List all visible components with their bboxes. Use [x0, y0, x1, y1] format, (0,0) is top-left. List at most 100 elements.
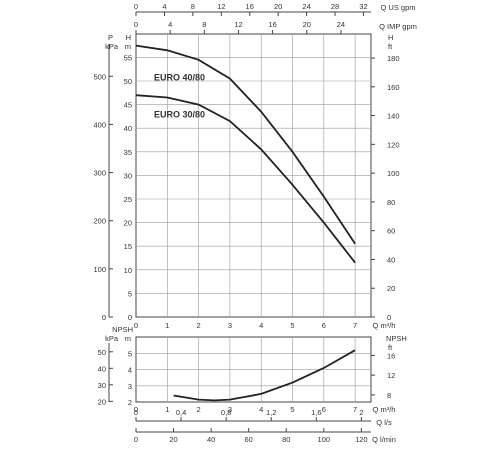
head-m-tick-label: 50 — [124, 77, 132, 86]
head-m-unit-label: m — [125, 42, 131, 51]
kpa-tick-label: 200 — [93, 217, 106, 226]
ls-tick-label: 2 — [359, 408, 363, 417]
kpa-tick-label: 500 — [93, 72, 106, 81]
head-q-tick-label: 3 — [228, 321, 232, 330]
ls-tick-label: 1,6 — [311, 408, 321, 417]
head-q-tick-label: 0 — [134, 321, 138, 330]
lmin-tick-label: 100 — [318, 435, 331, 444]
head-q-tick-label: 1 — [165, 321, 169, 330]
imp-gpm-tick-label: 24 — [337, 20, 345, 29]
npsh-kpa-tick-label: 40 — [98, 364, 106, 373]
npsh-kpa-unit-label: kPa — [105, 334, 119, 343]
us-gpm-tick-label: 20 — [274, 2, 282, 11]
npsh-kpa-tick-label: 30 — [98, 381, 106, 390]
head-m-tick-label: 20 — [124, 219, 132, 228]
us-gpm-tick-label: 32 — [359, 2, 367, 11]
npsh-axis-title-right: NPSH — [386, 334, 407, 343]
npsh-ft-unit-label: ft — [388, 343, 393, 352]
ft-tick-label: 0 — [387, 313, 391, 322]
npsh-q-tick-label: 0 — [134, 405, 138, 414]
p-axis-title: P — [108, 33, 113, 42]
imp-gpm-tick-label: 4 — [168, 20, 172, 29]
lmin-tick-label: 80 — [282, 435, 290, 444]
npsh-curve — [173, 349, 356, 402]
series-label-euro-40-80: EURO 40/80 — [154, 72, 205, 82]
head-m-tick-label: 55 — [124, 53, 132, 62]
head-q-tick-label: 7 — [353, 321, 357, 330]
series-label-euro-30-80: EURO 30/80 — [154, 110, 205, 120]
npsh-m-tick-label: 4 — [128, 366, 132, 375]
ls-axis-title: Q l/s — [376, 418, 392, 427]
ft-tick-label: 100 — [387, 169, 400, 178]
us-gpm-tick-label: 24 — [302, 2, 310, 11]
npsh-q-tick-label: 1 — [165, 405, 169, 414]
ft-tick-label: 120 — [387, 140, 400, 149]
head-m-tick-label: 0 — [128, 313, 132, 322]
head-curve-euro-40-80 — [135, 44, 356, 245]
npsh-q-tick-label: 4 — [259, 405, 263, 414]
head-m-tick-label: 5 — [128, 289, 132, 298]
npsh-ft-tick-label: 12 — [387, 371, 395, 380]
imp-gpm-tick-label: 8 — [202, 20, 206, 29]
head-q-tick-label: 4 — [259, 321, 263, 330]
ft-tick-label: 40 — [387, 255, 395, 264]
us-gpm-tick-label: 16 — [246, 2, 254, 11]
head-m-tick-label: 25 — [124, 195, 132, 204]
ft-tick-label: 60 — [387, 227, 395, 236]
lmin-tick-label: 20 — [169, 435, 177, 444]
us-gpm-tick-label: 8 — [191, 2, 195, 11]
ft-tick-label: 160 — [387, 83, 400, 92]
kpa-tick-label: 0 — [102, 313, 106, 322]
head-curve-euro-30-80 — [135, 94, 356, 264]
us-gpm-tick-label: 4 — [162, 2, 166, 11]
kpa-unit-label: kPa — [105, 42, 119, 51]
imp-gpm-axis-title: Q IMP gpm — [379, 22, 417, 31]
ls-tick-label: 0 — [134, 408, 138, 417]
lmin-tick-label: 40 — [207, 435, 215, 444]
head-m-tick-label: 35 — [124, 148, 132, 157]
head-q-axis-title: Q m³/h — [373, 321, 396, 330]
imp-gpm-tick-label: 20 — [303, 20, 311, 29]
npsh-q-tick-label: 5 — [290, 405, 294, 414]
imp-gpm-tick-label: 12 — [234, 20, 242, 29]
us-gpm-tick-label: 12 — [217, 2, 225, 11]
ft-tick-label: 20 — [387, 284, 395, 293]
us-gpm-axis-title: Q US gpm — [380, 3, 415, 12]
lmin-axis-title: Q l/min — [372, 435, 396, 444]
npsh-m-tick-label: 5 — [128, 349, 132, 358]
head-h-ft-title: H — [388, 33, 393, 42]
lmin-tick-label: 120 — [355, 435, 368, 444]
npsh-axis-title-left: NPSH — [112, 325, 133, 334]
lmin-tick-label: 60 — [245, 435, 253, 444]
head-m-tick-label: 15 — [124, 242, 132, 251]
head-m-tick-label: 10 — [124, 266, 132, 275]
kpa-tick-label: 300 — [93, 169, 106, 178]
us-gpm-tick-label: 28 — [331, 2, 339, 11]
npsh-ft-tick-label: 8 — [387, 391, 391, 400]
head-m-tick-label: 45 — [124, 101, 132, 110]
ft-tick-label: 80 — [387, 198, 395, 207]
npsh-q-tick-label: 6 — [322, 405, 326, 414]
npsh-m-unit-label: m — [125, 334, 131, 343]
ls-tick-label: 1,2 — [266, 408, 276, 417]
head-q-tick-label: 2 — [197, 321, 201, 330]
us-gpm-tick-label: 0 — [134, 2, 138, 11]
head-q-tick-label: 6 — [322, 321, 326, 330]
npsh-q-axis-title: Q m³/h — [373, 405, 396, 414]
imp-gpm-tick-label: 0 — [134, 20, 138, 29]
npsh-q-tick-label: 7 — [353, 405, 357, 414]
head-m-tick-label: 30 — [124, 171, 132, 180]
npsh-ft-tick-label: 16 — [387, 351, 395, 360]
ls-tick-label: 0,8 — [221, 408, 231, 417]
npsh-kpa-tick-label: 50 — [98, 348, 106, 357]
kpa-tick-label: 400 — [93, 120, 106, 129]
head-q-tick-label: 5 — [290, 321, 294, 330]
head-m-tick-label: 40 — [124, 124, 132, 133]
ft-tick-label: 180 — [387, 54, 400, 63]
ft-unit-label: ft — [388, 42, 393, 51]
npsh-m-tick-label: 3 — [128, 382, 132, 391]
head-h-axis-title: H — [126, 33, 131, 42]
ls-tick-label: 0,4 — [176, 408, 186, 417]
npsh-q-tick-label: 2 — [197, 405, 201, 414]
